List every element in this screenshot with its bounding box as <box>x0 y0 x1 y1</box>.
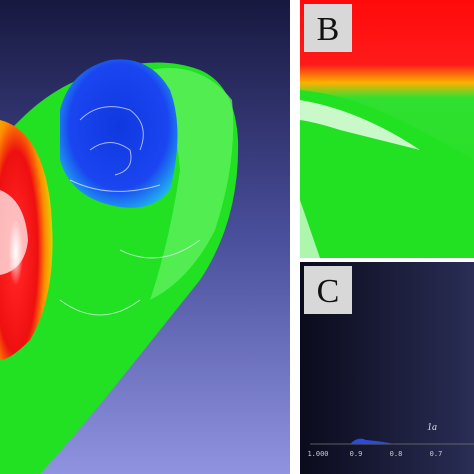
scale-tick-label: 1.000 <box>307 450 328 458</box>
scale-tick-label: 0.7 <box>430 450 443 458</box>
panel-c: C 1a 1.000 0.9 0.8 0.7 <box>300 262 474 474</box>
scale-tick-label: 0.8 <box>390 450 403 458</box>
panel-label: C <box>317 273 340 310</box>
panel-b: B <box>300 0 474 258</box>
scale-tick-label: 0.9 <box>350 450 363 458</box>
panel-a <box>0 0 290 474</box>
panel-label-box <box>304 266 352 314</box>
panel-label-box <box>304 4 352 52</box>
annotation: 1a <box>427 422 437 433</box>
panel-label: B <box>317 11 340 48</box>
